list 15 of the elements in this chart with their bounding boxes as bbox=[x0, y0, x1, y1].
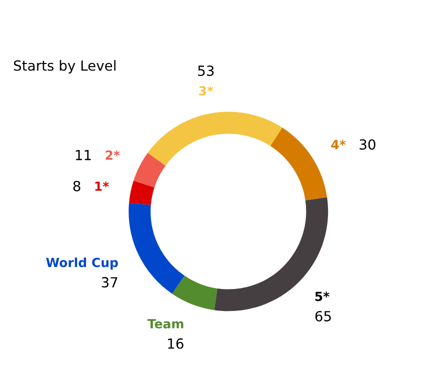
data-label: 11 bbox=[76, 150, 91, 160]
slice-label: Team bbox=[147, 319, 184, 328]
data-label: 16 bbox=[168, 338, 184, 349]
data-label: 30 bbox=[360, 139, 376, 150]
slice-label: 1* bbox=[95, 181, 109, 191]
data-label: 37 bbox=[102, 277, 118, 288]
chart-title: Starts by Level bbox=[14, 60, 116, 74]
slice-label: 3* bbox=[199, 86, 214, 96]
slice-label: 4* bbox=[331, 140, 346, 150]
slice-label: World Cup bbox=[46, 258, 118, 270]
slice-label: 2* bbox=[106, 150, 120, 160]
data-label: 8 bbox=[73, 180, 80, 192]
data-label: 53 bbox=[198, 66, 214, 76]
data-label: 65 bbox=[315, 310, 331, 322]
slice-label: 5* bbox=[315, 292, 330, 302]
